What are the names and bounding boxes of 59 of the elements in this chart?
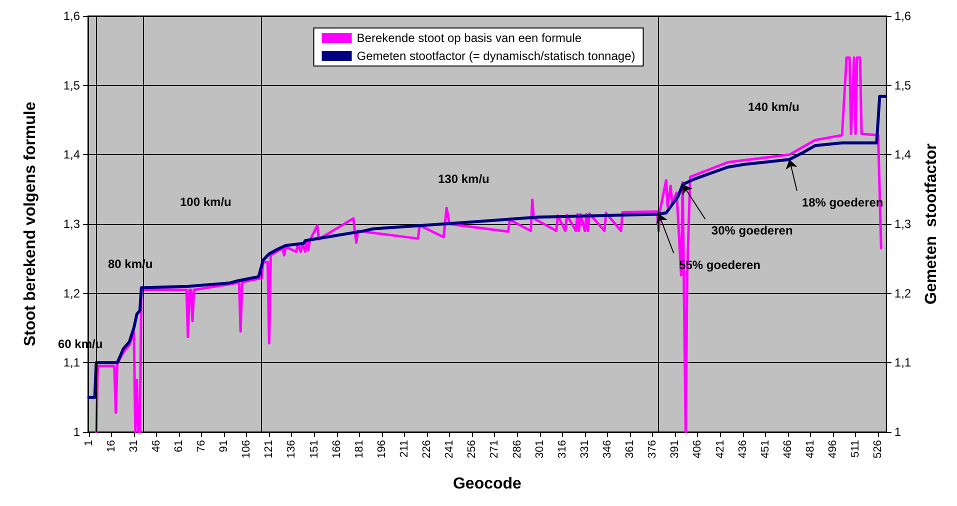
y-tick-label: 1,4: [63, 148, 80, 162]
x-tick-label: 361: [624, 440, 636, 458]
x-tick-label: 376: [646, 440, 659, 458]
y2-tick-label: 1: [894, 425, 902, 439]
x-tick-label: 151: [308, 440, 320, 458]
x-tick-label: 46: [150, 440, 162, 452]
y-axis-title: Stoot berekend volgens formule: [22, 102, 39, 346]
x-tick-label: 421: [714, 440, 726, 458]
x-tick-label: 346: [602, 440, 614, 458]
x-tick-label: 331: [578, 440, 591, 458]
x-tick-label: 271: [488, 440, 501, 458]
x-tick-label: 301: [534, 440, 546, 458]
x-tick-label: 256: [466, 440, 478, 458]
x-tick-label: 526: [872, 440, 884, 458]
annotation: 130 km/u: [438, 172, 490, 186]
x-tick-label: 286: [511, 440, 524, 458]
x-tick-label: 436: [736, 440, 749, 458]
x-tick-label: 76: [196, 440, 208, 452]
annotation: 140 km/u: [748, 100, 800, 114]
y-tick-label: 1: [73, 425, 80, 439]
x-tick-label: 1: [82, 440, 95, 446]
x-tick-label: 106: [240, 440, 253, 458]
x-tick-label: 451: [759, 440, 772, 458]
x-tick-label: 496: [827, 440, 840, 458]
x-tick-label: 466: [782, 440, 794, 458]
y-tick-label: 1,6: [63, 9, 80, 23]
x-tick-label: 121: [263, 440, 276, 458]
y-tick-label: 1,5: [63, 78, 80, 92]
x-tick-label: 181: [353, 440, 366, 458]
x-tick-label: 166: [330, 440, 343, 458]
x-tick-label: 61: [172, 440, 185, 452]
x-tick-label: 406: [692, 440, 704, 458]
x-tick-label: 31: [128, 440, 140, 452]
legend-label: Gemeten stootfactor (= dynamisch/statisch tonnage): [356, 49, 636, 63]
x-axis-title: Geocode: [452, 476, 522, 492]
y2-tick-label: 1,5: [894, 78, 912, 92]
y-tick-label: 1,3: [63, 217, 80, 231]
y2-tick-label: 1,6: [894, 9, 912, 23]
x-tick-label: 481: [804, 440, 816, 458]
y2-tick-label: 1,4: [894, 148, 912, 162]
legend-label: Berekende stoot op basis van een formule: [356, 31, 582, 45]
x-tick-label: 211: [398, 440, 411, 458]
x-tick-label: 241: [444, 440, 456, 458]
x-tick-label: 136: [286, 440, 298, 458]
x-tick-label: 91: [218, 440, 230, 452]
annotation: 30% goederen: [711, 224, 793, 238]
x-tick-label: 226: [421, 440, 434, 458]
x-tick-label: 16: [105, 440, 118, 452]
x-tick-label: 391: [669, 440, 682, 458]
annotation: 100 km/u: [180, 195, 232, 209]
x-tick-label: 511: [850, 440, 862, 458]
y2-tick-label: 1,2: [894, 286, 912, 300]
y2-tick-label: 1,3: [894, 217, 912, 231]
y2-axis-title: Gemeten stootfactor: [923, 144, 940, 304]
y-tick-label: 1,2: [63, 286, 80, 300]
x-tick-label: 316: [556, 440, 568, 458]
y-tick-label: 1,1: [63, 356, 80, 370]
x-tick-label: 196: [376, 440, 388, 458]
y2-tick-label: 1,1: [894, 356, 912, 370]
